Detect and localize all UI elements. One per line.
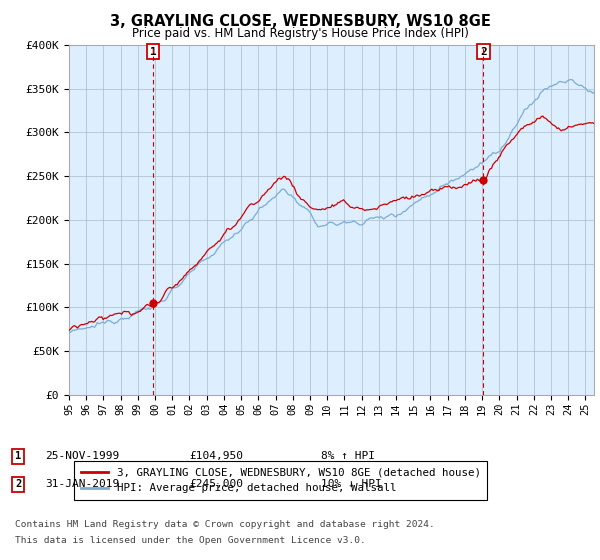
Text: £245,000: £245,000 xyxy=(189,479,243,489)
Text: £104,950: £104,950 xyxy=(189,451,243,461)
Text: 25-NOV-1999: 25-NOV-1999 xyxy=(45,451,119,461)
Text: 1: 1 xyxy=(150,46,157,57)
Text: 3, GRAYLING CLOSE, WEDNESBURY, WS10 8GE: 3, GRAYLING CLOSE, WEDNESBURY, WS10 8GE xyxy=(110,14,490,29)
Text: Contains HM Land Registry data © Crown copyright and database right 2024.: Contains HM Land Registry data © Crown c… xyxy=(15,520,435,529)
Text: Price paid vs. HM Land Registry's House Price Index (HPI): Price paid vs. HM Land Registry's House … xyxy=(131,27,469,40)
Text: 2: 2 xyxy=(15,479,21,489)
Text: 1: 1 xyxy=(15,451,21,461)
Text: 8% ↑ HPI: 8% ↑ HPI xyxy=(321,451,375,461)
Text: 10% ↓ HPI: 10% ↓ HPI xyxy=(321,479,382,489)
Legend: 3, GRAYLING CLOSE, WEDNESBURY, WS10 8GE (detached house), HPI: Average price, de: 3, GRAYLING CLOSE, WEDNESBURY, WS10 8GE … xyxy=(74,461,487,500)
Text: This data is licensed under the Open Government Licence v3.0.: This data is licensed under the Open Gov… xyxy=(15,536,366,545)
Text: 31-JAN-2019: 31-JAN-2019 xyxy=(45,479,119,489)
Text: 2: 2 xyxy=(480,46,487,57)
